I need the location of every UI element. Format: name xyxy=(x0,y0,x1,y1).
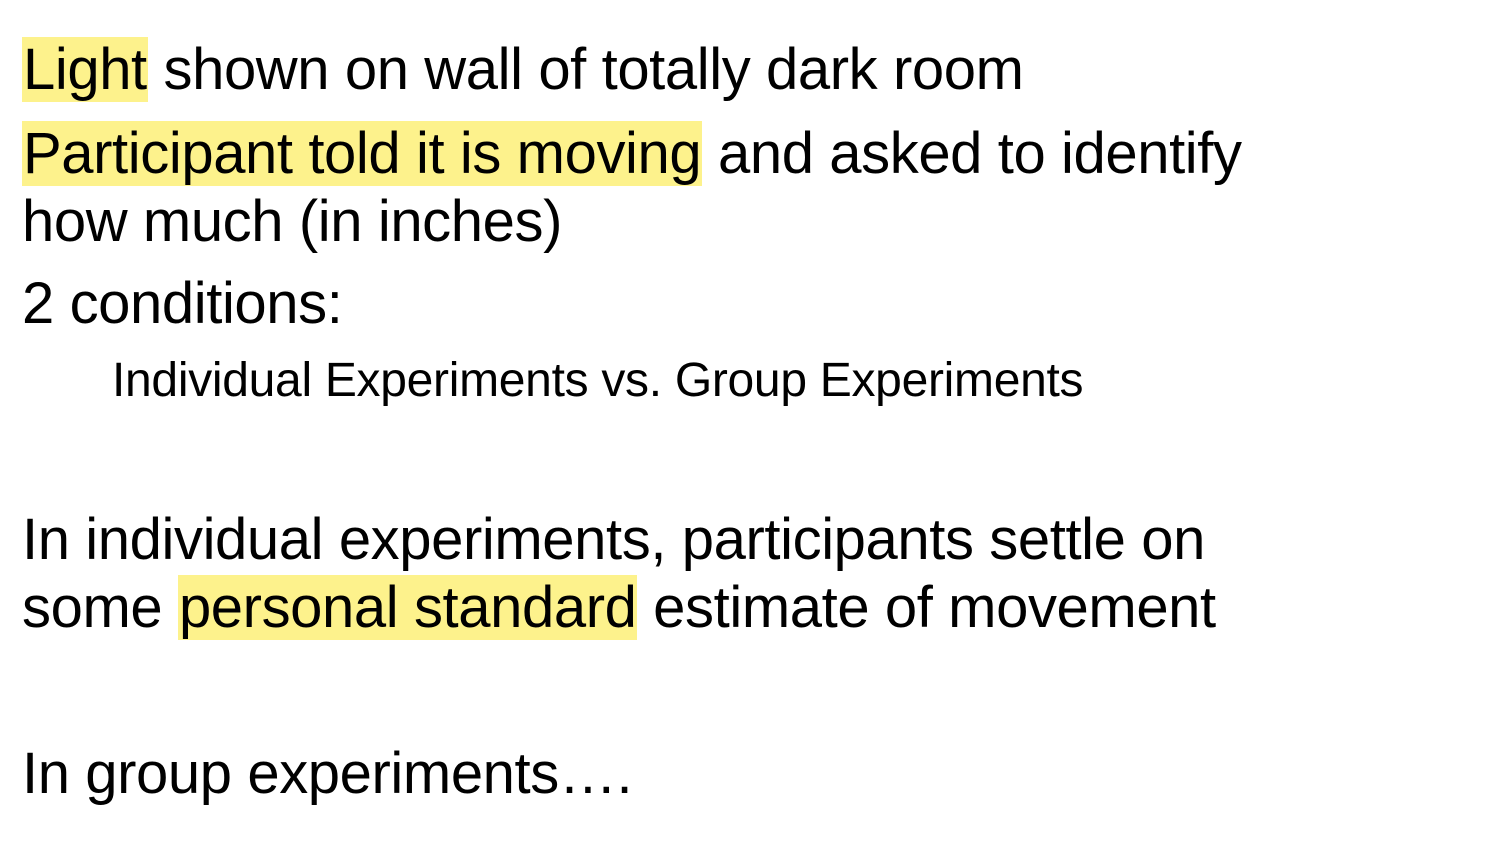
line-group-experiments: In group experiments…. xyxy=(22,741,633,806)
line-light-rest: shown on wall of totally dark room xyxy=(147,37,1024,102)
highlight-light: Light xyxy=(22,37,148,102)
highlight-personal-standard: personal standard xyxy=(177,575,638,640)
line-how-much: how much (in inches) xyxy=(22,189,562,254)
line-participant-told: Participant told it is moving and asked … xyxy=(22,121,1242,186)
line-light-shown: Light shown on wall of totally dark room xyxy=(22,37,1024,102)
line-personal-pre: some xyxy=(22,575,178,640)
line-conditions: 2 conditions: xyxy=(22,271,343,336)
line-conditions-detail: Individual Experiments vs. Group Experim… xyxy=(112,354,1084,407)
line-personal-rest: estimate of movement xyxy=(637,575,1216,640)
highlight-participant-told: Participant told it is moving xyxy=(22,121,703,186)
line-personal-standard: some personal standard estimate of movem… xyxy=(22,575,1216,640)
line-participant-rest: and asked to identify xyxy=(702,121,1242,186)
line-individual-experiments: In individual experiments, participants … xyxy=(22,507,1205,572)
